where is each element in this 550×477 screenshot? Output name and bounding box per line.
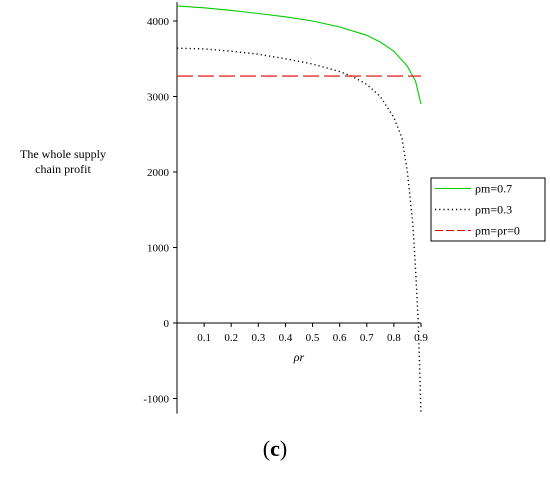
chart-svg: -1000 0 1000 2000 3000 4000 0.1 0.2 0.3 0.4 0.5 0.6…: [143, 2, 546, 414]
caption-open: (: [262, 436, 271, 461]
x-tick-label: 0.8: [387, 332, 401, 344]
x-tick-label: 0.6: [333, 332, 347, 344]
y-tick-label: 1000: [147, 243, 170, 255]
y-axis-label-line-1: The whole supply: [20, 147, 106, 161]
legend-label-1: ρm=0.7: [475, 182, 512, 196]
x-tick-label: 0.4: [279, 332, 293, 344]
legend-label-2: ρm=0.3: [475, 203, 512, 217]
x-tick-label: 0.1: [197, 332, 211, 344]
caption-close: ): [279, 436, 288, 461]
x-tick-label: 0.5: [306, 332, 320, 344]
series-line-1: [176, 5, 422, 105]
y-tick-label: 4000: [147, 16, 170, 28]
chart-axes: -1000 0 1000 2000 3000 4000 0.1 0.2 0.3 0.4 0.5 0.6…: [143, 2, 428, 414]
caption-letter: c: [270, 436, 280, 461]
y-tick-label: 2000: [147, 167, 170, 179]
y-axis-label-line-2: chain profit: [35, 162, 91, 176]
figure-caption: (c): [0, 436, 550, 462]
x-tick-label: 0.9: [414, 332, 428, 344]
series-line-2: [176, 47, 422, 414]
y-tick-label: -1000: [143, 394, 169, 406]
y-axis-label: The whole supply chain profit: [0, 147, 126, 177]
x-axis-label: ρr: [293, 350, 305, 364]
y-tick-label: 0: [164, 318, 170, 330]
y-tick-label: 3000: [147, 92, 170, 104]
chart-legend: ρm=0.7 ρm=0.3 ρm=ρr=0: [430, 177, 546, 242]
x-tick-label: 0.2: [224, 332, 238, 344]
x-tick-label: 0.3: [251, 332, 265, 344]
legend-label-3: ρm=ρr=0: [475, 224, 520, 238]
chart-series-layer: [176, 5, 422, 414]
x-tick-label: 0.7: [360, 332, 374, 344]
